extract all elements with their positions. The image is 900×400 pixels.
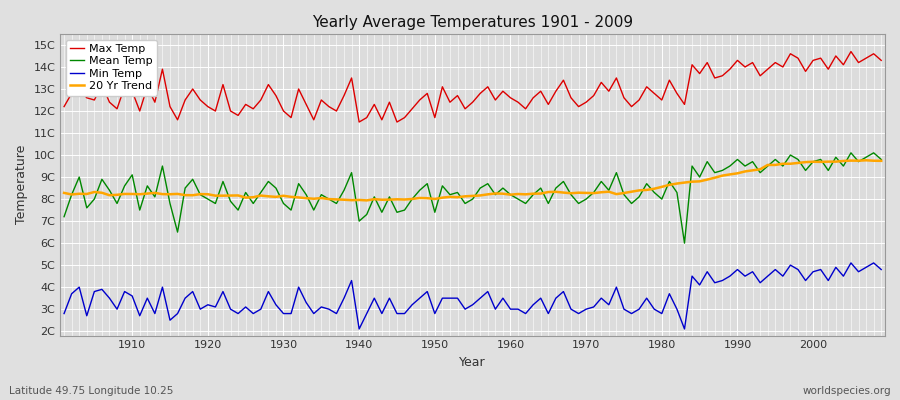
20 Yr Trend [285, 194, 296, 199]
Min Temp [331, 311, 342, 316]
Mean Temp [119, 184, 130, 188]
Min Temp [846, 260, 857, 265]
20 Yr Trend [331, 197, 342, 202]
Min Temp [513, 307, 524, 312]
Min Temp [119, 289, 130, 294]
Min Temp [354, 326, 364, 331]
20 Yr Trend [361, 198, 372, 203]
Max Temp [331, 109, 342, 114]
Line: Max Temp: Max Temp [64, 52, 881, 122]
Min Temp [505, 307, 516, 312]
20 Yr Trend [860, 158, 871, 163]
Max Temp [119, 84, 130, 89]
20 Yr Trend [119, 192, 130, 196]
Legend: Max Temp, Mean Temp, Min Temp, 20 Yr Trend: Max Temp, Mean Temp, Min Temp, 20 Yr Tre… [66, 40, 158, 96]
Line: 20 Yr Trend: 20 Yr Trend [64, 160, 881, 200]
Line: Mean Temp: Mean Temp [64, 153, 881, 243]
Mean Temp [58, 214, 69, 219]
Max Temp [285, 115, 296, 120]
Max Temp [846, 49, 857, 54]
Line: Min Temp: Min Temp [64, 263, 881, 329]
20 Yr Trend [876, 158, 886, 163]
Y-axis label: Temperature: Temperature [15, 145, 28, 224]
Max Temp [876, 58, 886, 63]
20 Yr Trend [58, 190, 69, 195]
Mean Temp [596, 179, 607, 184]
Min Temp [603, 302, 614, 307]
Max Temp [58, 104, 69, 109]
20 Yr Trend [603, 189, 614, 194]
Title: Yearly Average Temperatures 1901 - 2009: Yearly Average Temperatures 1901 - 2009 [312, 15, 634, 30]
Mean Temp [285, 208, 296, 212]
Mean Temp [680, 241, 690, 246]
Mean Temp [846, 150, 857, 155]
Min Temp [876, 267, 886, 272]
20 Yr Trend [513, 192, 524, 196]
Text: Latitude 49.75 Longitude 10.25: Latitude 49.75 Longitude 10.25 [9, 386, 174, 396]
Mean Temp [331, 201, 342, 206]
Max Temp [505, 95, 516, 100]
20 Yr Trend [505, 192, 516, 197]
X-axis label: Year: Year [459, 356, 486, 369]
Max Temp [603, 89, 614, 94]
Min Temp [285, 311, 296, 316]
Max Temp [354, 120, 364, 124]
Max Temp [513, 100, 524, 104]
Mean Temp [876, 157, 886, 162]
Min Temp [58, 311, 69, 316]
Text: worldspecies.org: worldspecies.org [803, 386, 891, 396]
Mean Temp [498, 186, 508, 190]
Mean Temp [505, 192, 516, 197]
